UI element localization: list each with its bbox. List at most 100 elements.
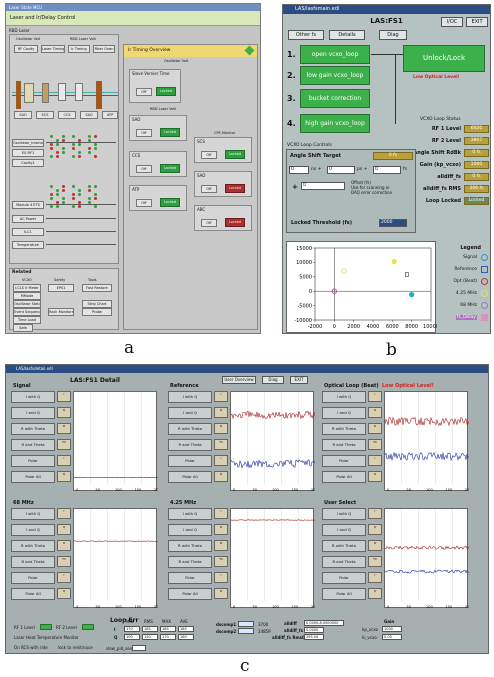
kp-vcxo-input[interactable]: 1000 <box>382 626 402 632</box>
ps-input[interactable]: 0 <box>327 166 355 174</box>
fiber-oven-button[interactable]: Fiber Oven <box>93 45 115 53</box>
c-exit-button[interactable]: EXIT <box>290 376 308 384</box>
plot-mode-button[interactable]: R and Theta <box>322 556 366 568</box>
related-lcls-button[interactable]: LCLS Ir Meter <box>13 284 41 292</box>
left-list-item-4[interactable]: Modulo 4 ETS <box>12 201 44 209</box>
plot-mode-button[interactable]: I and Q <box>11 407 55 419</box>
left-list-item-3[interactable]: Cavity1 <box>12 159 44 167</box>
loop-step-button[interactable]: low gain vcxo_loop <box>300 66 370 85</box>
related-restore-button[interactable]: Fast Restore <box>82 284 112 292</box>
fs-input[interactable]: 0 <box>373 166 401 174</box>
status-off-button[interactable]: Off <box>136 129 152 137</box>
slow-pid-sen-value[interactable] <box>132 645 146 651</box>
plot-mode-button[interactable]: I with Q <box>322 508 366 520</box>
status-off-button[interactable]: Off <box>136 199 152 207</box>
plot-mode-button[interactable]: R and Theta <box>11 556 55 568</box>
status-off-button[interactable]: Off <box>201 151 217 159</box>
plot-mode-button[interactable]: Polar <box>168 455 212 467</box>
left-list-item-2[interactable]: ES-RF1 <box>12 149 44 157</box>
related-stripchart-button[interactable]: Strip Chart <box>82 300 112 308</box>
plot-mode-button[interactable]: Polar <box>168 572 212 584</box>
diagram-button-1[interactable]: SAO <box>14 111 32 119</box>
tab-details[interactable]: Details <box>329 30 365 40</box>
related-safe-button[interactable]: Safe <box>13 324 33 332</box>
plot-mode-button[interactable]: R with Theta <box>322 423 366 435</box>
y-tick-label: 5000 <box>299 275 312 281</box>
plot-mode-button[interactable]: I and Q <box>168 524 212 536</box>
plot-mode-button[interactable]: Polar <box>11 455 55 467</box>
plot-mode-button[interactable]: I with Q <box>11 508 55 520</box>
status-off-button[interactable]: Off <box>201 219 217 227</box>
left-list-item-5[interactable]: AC Power <box>12 215 44 223</box>
left-list-item-7[interactable]: Temperature <box>12 241 44 249</box>
ir-timing-button[interactable]: Ir Timing <box>68 45 90 53</box>
unlock-lock-button[interactable]: Unlock/Lock <box>403 45 485 72</box>
status-dot <box>62 139 65 142</box>
left-list-item-6[interactable]: ILC1 <box>12 228 44 236</box>
plot-mode-button[interactable]: Polar All <box>322 471 366 483</box>
plot-mode-button[interactable]: Polar <box>322 572 366 584</box>
plot-mode-button[interactable]: R with Theta <box>168 540 212 552</box>
channel-indicator: R <box>214 540 228 551</box>
ki-vcxo-input[interactable]: 0.00 <box>382 634 402 640</box>
plot-mode-button[interactable]: R and Theta <box>168 556 212 568</box>
related-rack-button[interactable]: Rack Monitors <box>48 308 74 316</box>
diagram-button-4[interactable]: SAO <box>80 111 98 119</box>
channel-indicator: Q <box>214 524 228 535</box>
plot-mode-button[interactable]: I and Q <box>11 524 55 536</box>
dscomp1-slider[interactable] <box>238 621 254 627</box>
plot-mode-button[interactable]: Polar All <box>11 471 55 483</box>
related-event-seq-button[interactable]: Event Sequencer <box>13 308 41 316</box>
threshold-input[interactable]: 2000 <box>379 219 407 227</box>
exit-button[interactable]: EXIT <box>466 17 488 27</box>
tab-other-fs[interactable]: Other fs <box>288 30 324 40</box>
plot-mode-button[interactable]: R with Theta <box>322 540 366 552</box>
plot-mode-button[interactable]: Polar All <box>322 588 366 600</box>
plot-mode-button[interactable]: I with Q <box>168 391 212 403</box>
plot-mode-button[interactable]: I and Q <box>322 407 366 419</box>
diagram-button-5[interactable]: ATP <box>102 111 118 119</box>
loop-step-button[interactable]: bucket correction <box>300 89 370 108</box>
plot-mode-button[interactable]: I with Q <box>11 391 55 403</box>
diagram-button-2[interactable]: SCS <box>36 111 54 119</box>
status-off-button[interactable]: Off <box>136 165 152 173</box>
rf-cavity-button[interactable]: RF Cavity <box>14 45 38 53</box>
plot-mode-button[interactable]: Polar <box>11 572 55 584</box>
plot-mode-button[interactable]: I and Q <box>168 407 212 419</box>
plot-mode-button[interactable]: I and Q <box>322 524 366 536</box>
plot-mode-button[interactable]: R and Theta <box>168 439 212 451</box>
trace-line <box>384 569 470 574</box>
diagram-button-3[interactable]: CCS <box>58 111 76 119</box>
plot-mode-button[interactable]: R with Theta <box>11 540 55 552</box>
user-overview-button[interactable]: User Overview <box>222 376 256 384</box>
ns-input[interactable]: 0 <box>289 166 309 174</box>
left-list-item-1[interactable]: Oscillator_Interlock <box>12 139 44 147</box>
plot-mode-button[interactable]: Polar All <box>168 471 212 483</box>
plot-mode-button[interactable]: R with Theta <box>168 423 212 435</box>
laser-timing-button[interactable]: Laser Timing <box>41 45 65 53</box>
plot-mode-button[interactable]: R with Theta <box>11 423 55 435</box>
offset-input[interactable]: 0 <box>301 182 345 190</box>
plot-mode-button[interactable]: Polar <box>322 455 366 467</box>
trace-line <box>230 519 316 521</box>
related-probe-button[interactable]: Probe <box>82 308 112 316</box>
related-osc-status-button[interactable]: Oscillator Status <box>13 300 41 308</box>
plot-mode-button[interactable]: Polar All <box>168 588 212 600</box>
dscomp2-slider[interactable] <box>238 628 254 634</box>
plot-mode-button[interactable]: I with Q <box>168 508 212 520</box>
vernier-off-button[interactable]: Off <box>136 88 152 96</box>
plot-mode-button[interactable]: Polar All <box>11 588 55 600</box>
plot-mode-button[interactable]: I with Q <box>322 391 366 403</box>
loop-step-button[interactable]: open vcxo_loop <box>300 45 370 64</box>
plot-mode-button[interactable]: R and Theta <box>322 439 366 451</box>
related-timeload-button[interactable]: Time Load <box>13 316 41 324</box>
related-eps-button[interactable]: EPS1 <box>48 284 74 292</box>
connector-line-2 <box>46 204 116 205</box>
c-diag-button[interactable]: Diag <box>262 376 284 384</box>
plot-mode-button[interactable]: R and Theta <box>11 439 55 451</box>
related-mmode-button[interactable]: MMode <box>13 292 41 300</box>
ioc-button[interactable]: I/OC <box>441 17 463 27</box>
status-off-button[interactable]: Off <box>201 185 217 193</box>
loop-step-button[interactable]: high gain vcxo_loop <box>300 114 370 133</box>
tab-diag[interactable]: Diag <box>379 30 407 40</box>
